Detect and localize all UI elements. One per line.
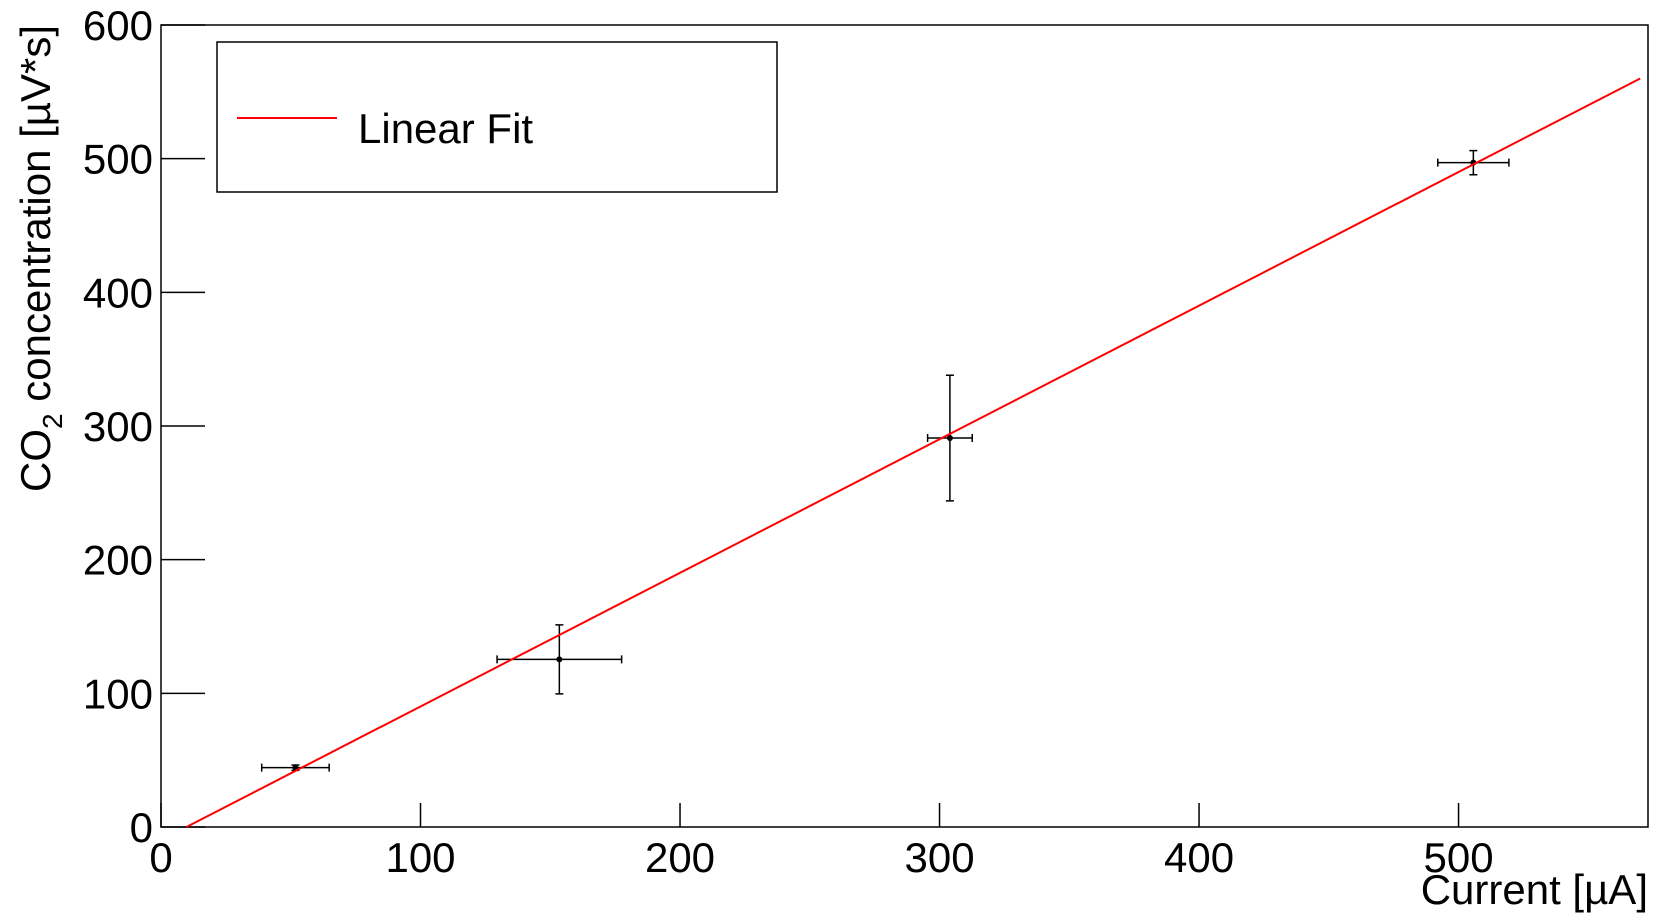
y-tick-label: 200 (83, 537, 153, 584)
y-title-subscript: 2 (37, 413, 68, 429)
fit-line (185, 77, 1641, 828)
x-tick-label: 100 (385, 834, 455, 881)
y-tick-label: 400 (83, 269, 153, 316)
data-point (556, 656, 563, 663)
x-tick-label: 300 (904, 834, 974, 881)
y-axis-title: CO2 concentration [µV*s] (12, 25, 68, 492)
y-tick-label: 500 (83, 136, 153, 183)
data-point (946, 435, 953, 442)
x-tick-label: 400 (1164, 834, 1234, 881)
y-title-part: CO (12, 429, 59, 492)
y-tick-label: 300 (83, 403, 153, 450)
x-tick-label: 500 (1424, 834, 1494, 881)
x-tick-label: 200 (645, 834, 715, 881)
x-tick-label: 0 (149, 834, 172, 881)
x-axis-title: Current [µA] (1421, 866, 1648, 913)
y-tick-label: 600 (83, 2, 153, 49)
y-tick-label: 0 (130, 804, 153, 851)
y-title-part: concentration [µV*s] (12, 25, 59, 413)
legend-label: Linear Fit (358, 105, 533, 152)
y-tick-label: 100 (83, 670, 153, 717)
